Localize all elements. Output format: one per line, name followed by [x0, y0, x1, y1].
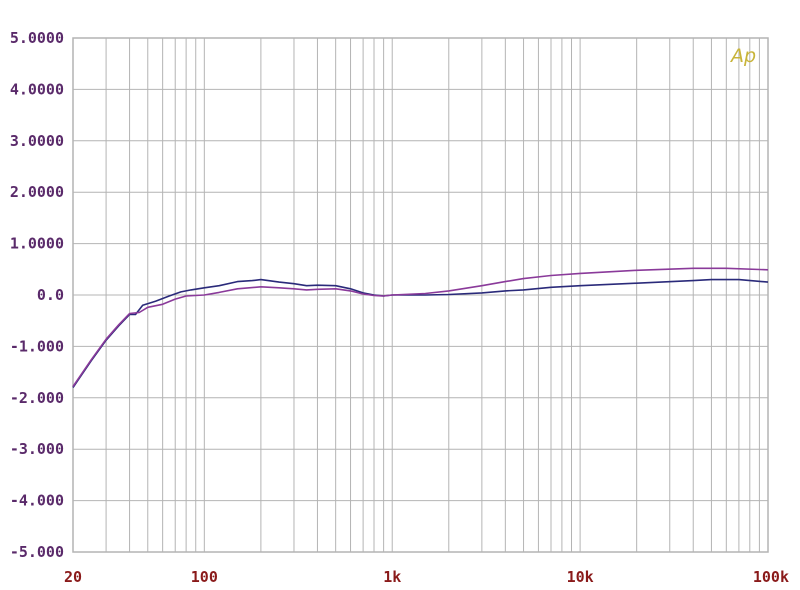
- ap-logo: Ap: [729, 45, 756, 67]
- series-group: [72, 267, 769, 388]
- series-line-1: [72, 278, 769, 388]
- x-tick-label: 100: [191, 568, 218, 586]
- x-tick-label: 20: [64, 568, 82, 586]
- x-tick-label: 100k: [753, 568, 789, 586]
- x-tick-labels: 20 100 1k 10k 100k: [64, 568, 789, 586]
- y-tick-label: 5.0000: [10, 29, 64, 47]
- y-tick-labels: 5.0000 4.0000 3.0000 2.0000 1.0000 0.0 -1.000 -…: [10, 29, 64, 561]
- y-tick-label: 1.0000: [10, 235, 64, 253]
- y-tick-label: 4.0000: [10, 80, 64, 98]
- y-tick-label: -4.000: [10, 492, 64, 510]
- y-tick-label: 0.0: [37, 286, 64, 304]
- y-tick-label: 3.0000: [10, 132, 64, 150]
- y-tick-label: -2.000: [10, 389, 64, 407]
- grid: [72, 37, 769, 553]
- x-tick-label: 1k: [383, 568, 401, 586]
- x-tick-label: 10k: [567, 568, 594, 586]
- y-tick-label: -5.000: [10, 543, 64, 561]
- y-tick-label: 2.0000: [10, 183, 64, 201]
- y-tick-label: -1.000: [10, 337, 64, 355]
- y-tick-label: -3.000: [10, 440, 64, 458]
- series-line-2: [72, 267, 769, 387]
